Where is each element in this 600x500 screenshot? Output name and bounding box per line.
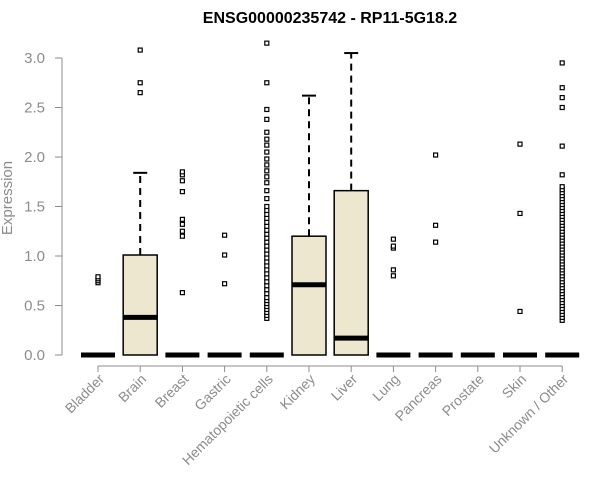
x-tick-label: Bladder [62, 371, 108, 417]
outlier-point [264, 195, 270, 202]
box-group [165, 169, 200, 358]
outlier-point [264, 116, 270, 122]
outlier-point [390, 267, 396, 273]
x-tick-label: Lung [369, 371, 402, 404]
outlier-point [137, 47, 143, 53]
outlier-point [179, 228, 185, 234]
outlier-point [559, 85, 565, 91]
outlier-point [222, 232, 228, 238]
x-tick-label: Unknown / Other [486, 371, 572, 457]
outlier-point [264, 142, 270, 148]
outlier-point [179, 189, 185, 195]
y-tick-label: 2.5 [24, 100, 45, 117]
y-tick-label: 3.0 [24, 50, 45, 67]
outlier-point [222, 252, 228, 258]
outlier-point [264, 162, 270, 168]
y-axis: 0.0 0.5 1.0 1.5 2.0 2.5 3.0 [24, 50, 63, 364]
box-group [545, 60, 580, 358]
outlier-point [517, 308, 523, 315]
outlier-point [179, 233, 185, 239]
outlier-point [559, 104, 565, 111]
outlier-point [433, 152, 439, 158]
outlier-point [559, 60, 565, 66]
iqr-box [291, 235, 327, 356]
outlier-point [390, 243, 396, 249]
outlier-point [433, 222, 439, 228]
outlier-point [559, 94, 565, 101]
outlier-point [264, 168, 270, 174]
iqr-box [122, 254, 158, 356]
box-group [81, 274, 115, 358]
outlier-point [264, 156, 270, 162]
box-group [249, 40, 284, 358]
outlier-point [390, 236, 396, 242]
outlier-point [264, 149, 270, 155]
outlier-point [264, 40, 270, 46]
x-tick-label: Prostate [439, 371, 487, 419]
y-axis-label: Expression [0, 161, 16, 235]
box-group [291, 94, 327, 356]
outlier-point [264, 129, 270, 135]
outlier-point [264, 80, 270, 86]
outlier-point [179, 221, 185, 227]
box-group [376, 236, 411, 358]
box-group [333, 52, 369, 356]
outlier-point [559, 184, 565, 190]
outlier-point [264, 180, 270, 186]
x-tick-label: Liver [328, 371, 361, 404]
x-tick-label: Kidney [277, 371, 319, 413]
outlier-point [264, 136, 270, 142]
box-group [122, 47, 158, 356]
y-tick-label: 2.0 [24, 149, 45, 166]
outlier-point [179, 178, 185, 184]
outlier-point [517, 141, 523, 147]
outlier-point [222, 281, 228, 287]
chart-title: ENSG00000235742 - RP11-5G18.2 [203, 10, 458, 27]
outlier-point [179, 169, 185, 175]
outlier-point [559, 143, 565, 149]
box-group [418, 152, 453, 358]
box-group [207, 232, 242, 358]
outlier-point [137, 90, 143, 96]
outlier-point [264, 188, 270, 194]
outlier-point [264, 203, 270, 210]
x-tick-label: Breast [152, 371, 192, 411]
y-tick-label: 0.0 [24, 347, 45, 364]
outlier-point [390, 273, 396, 279]
x-tick-label: Brain [115, 371, 149, 405]
plot-area [81, 40, 580, 358]
y-tick-label: 0.5 [24, 298, 45, 315]
outlier-point [264, 174, 270, 180]
outlier-point [433, 239, 439, 245]
iqr-box [333, 189, 369, 356]
outlier-point [179, 290, 185, 296]
outlier-point [559, 172, 565, 178]
x-tick-label: Skin [499, 371, 530, 402]
y-tick-label: 1.0 [24, 248, 45, 265]
y-tick-label: 1.5 [24, 199, 45, 216]
outlier-point [517, 210, 523, 217]
box-group [503, 141, 537, 358]
x-tick-label: Pancreas [392, 371, 445, 424]
outlier-point [264, 106, 270, 113]
outlier-point [179, 216, 185, 222]
outlier-point [95, 274, 101, 280]
outlier-point [137, 80, 143, 86]
